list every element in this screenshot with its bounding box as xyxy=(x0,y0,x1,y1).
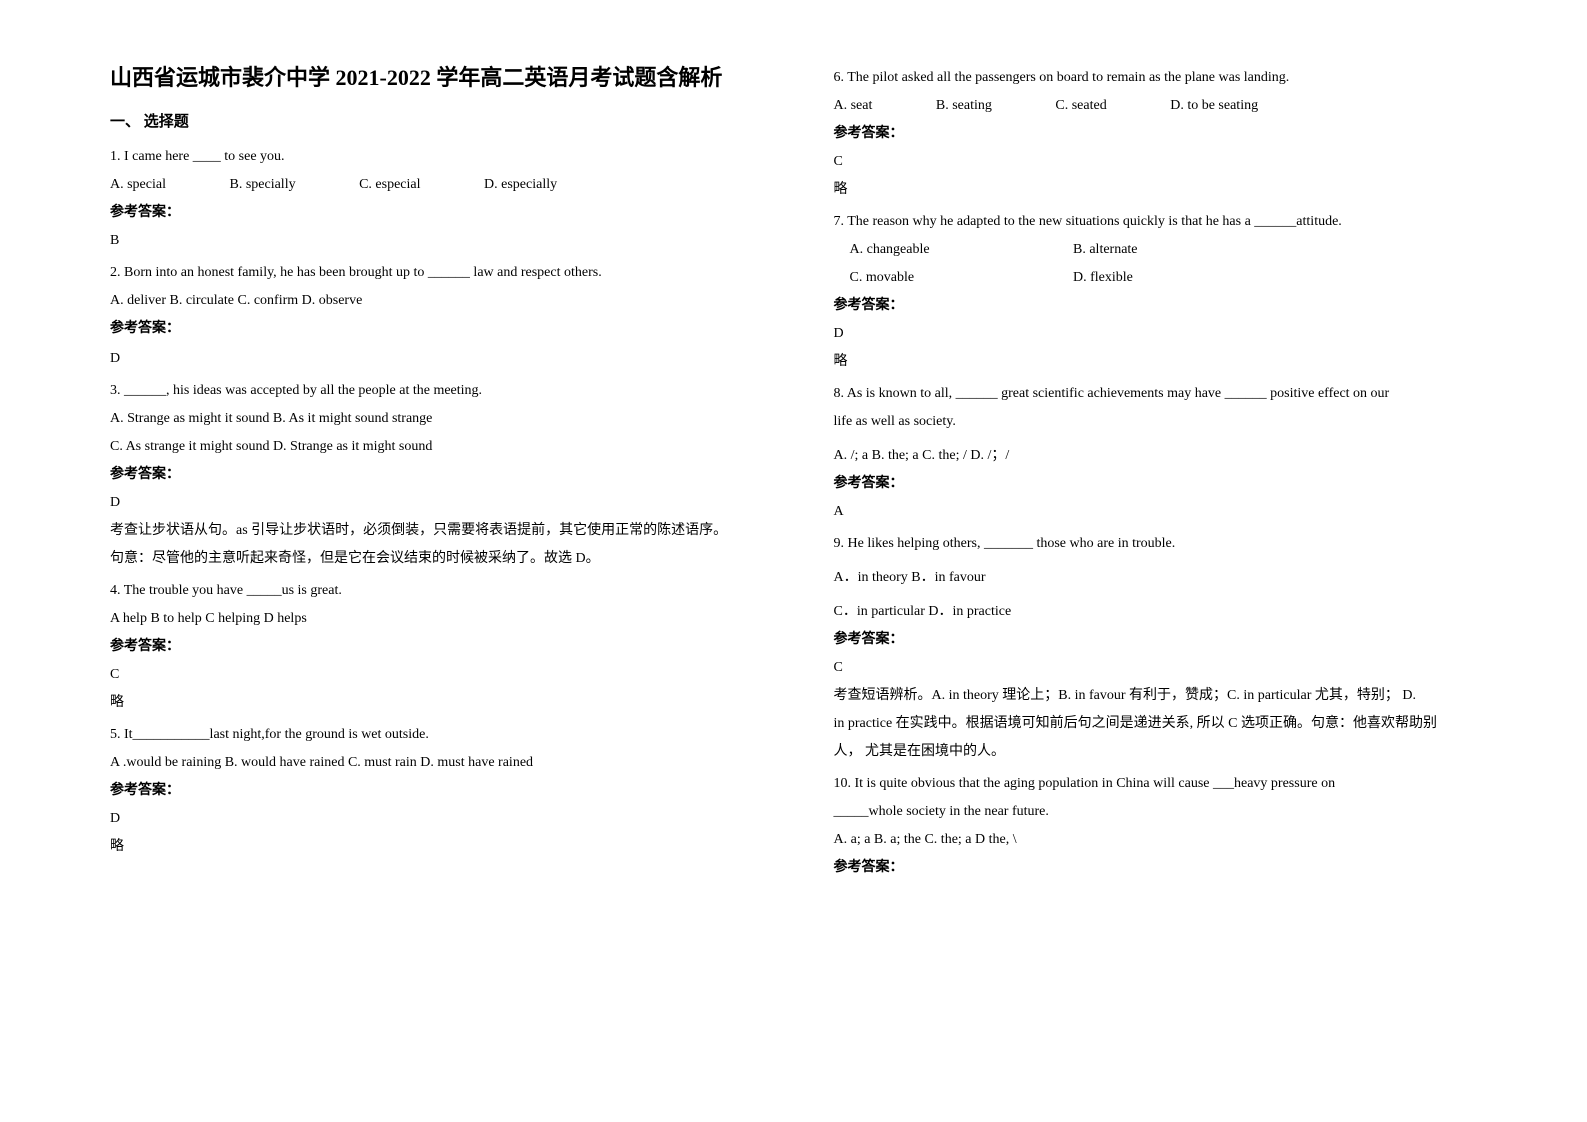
q5-stem: 5. It___________last night,for the groun… xyxy=(110,721,794,749)
q6-note: 略 xyxy=(834,176,1518,204)
q7-opts-row2: C. movable D. flexible xyxy=(834,264,1518,292)
q8-ans-label: 参考答案： xyxy=(834,470,1518,498)
q1-ans: B xyxy=(110,227,794,255)
q9-opts-2: C．in particular D．in practice xyxy=(834,598,1518,626)
question-4: 4. The trouble you have _____us is great… xyxy=(110,577,794,717)
q3-ans: D xyxy=(110,489,794,517)
q9-explain-1: 考查短语辨析。A. in theory 理论上；B. in favour 有利于… xyxy=(834,682,1518,710)
q6-options: A. seat B. seating C. seated D. to be se… xyxy=(834,92,1518,120)
q7-opt-b: B. alternate xyxy=(1073,236,1293,264)
q4-ans-label: 参考答案： xyxy=(110,633,794,661)
q9-explain-3: 人， 尤其是在困境中的人。 xyxy=(834,738,1518,766)
q6-ans: C xyxy=(834,148,1518,176)
q6-ans-label: 参考答案： xyxy=(834,120,1518,148)
q4-note: 略 xyxy=(110,689,794,717)
q9-opts-1: A．in theory B．in favour xyxy=(834,564,1518,592)
question-6: 6. The pilot asked all the passengers on… xyxy=(834,64,1518,204)
q8-stem-2: life as well as society. xyxy=(834,408,1518,436)
q2-ans: D xyxy=(110,345,794,373)
q2-stem: 2. Born into an honest family, he has be… xyxy=(110,259,794,287)
question-10: 10. It is quite obvious that the aging p… xyxy=(834,770,1518,882)
question-3: 3. ______, his ideas was accepted by all… xyxy=(110,377,794,573)
q3-explain-1: 考查让步状语从句。as 引导让步状语时，必须倒装，只需要将表语提前，其它使用正常… xyxy=(110,517,794,545)
q1-opt-a: A. special xyxy=(110,171,166,199)
q1-opt-d: D. especially xyxy=(484,171,557,199)
q7-stem: 7. The reason why he adapted to the new … xyxy=(834,208,1518,236)
q7-opts-row1: A. changeable B. alternate xyxy=(834,236,1518,264)
question-2: 2. Born into an honest family, he has be… xyxy=(110,259,794,373)
q4-options: A help B to help C helping D helps xyxy=(110,605,794,633)
q7-opt-c: C. movable xyxy=(850,264,1070,292)
q8-stem-1: 8. As is known to all, ______ great scie… xyxy=(834,380,1518,408)
q10-stem-1: 10. It is quite obvious that the aging p… xyxy=(834,770,1518,798)
doc-title: 山西省运城市裴介中学 2021-2022 学年高二英语月考试题含解析 xyxy=(110,60,794,95)
q5-ans-label: 参考答案： xyxy=(110,777,794,805)
question-7: 7. The reason why he adapted to the new … xyxy=(834,208,1518,376)
q1-opt-b: B. specially xyxy=(229,171,295,199)
question-9: 9. He likes helping others, _______ thos… xyxy=(834,530,1518,766)
q5-options: A .would be raining B. would have rained… xyxy=(110,749,794,777)
question-5: 5. It___________last night,for the groun… xyxy=(110,721,794,861)
q3-opts-row1: A. Strange as might it sound B. As it mi… xyxy=(110,405,794,433)
q8-options: A. /; a B. the; a C. the; / D. /；/ xyxy=(834,442,1518,470)
q4-ans: C xyxy=(110,661,794,689)
q6-opt-b: B. seating xyxy=(936,92,992,120)
q7-note: 略 xyxy=(834,348,1518,376)
q1-ans-label: 参考答案： xyxy=(110,199,794,227)
q6-stem: 6. The pilot asked all the passengers on… xyxy=(834,64,1518,92)
left-column: 山西省运城市裴介中学 2021-2022 学年高二英语月考试题含解析 一、 选择… xyxy=(90,60,814,1092)
q10-stem-2: _____whole society in the near future. xyxy=(834,798,1518,826)
q9-ans-label: 参考答案： xyxy=(834,626,1518,654)
q6-opt-d: D. to be seating xyxy=(1170,92,1258,120)
q2-options: A. deliver B. circulate C. confirm D. ob… xyxy=(110,287,794,315)
q6-opt-c: C. seated xyxy=(1055,92,1106,120)
q2-ans-label: 参考答案： xyxy=(110,315,794,343)
right-column: 6. The pilot asked all the passengers on… xyxy=(814,60,1538,1092)
q7-ans: D xyxy=(834,320,1518,348)
q9-ans: C xyxy=(834,654,1518,682)
q7-ans-label: 参考答案： xyxy=(834,292,1518,320)
q10-ans-label: 参考答案： xyxy=(834,854,1518,882)
q1-options: A. special B. specially C. especial D. e… xyxy=(110,171,794,199)
q9-stem: 9. He likes helping others, _______ thos… xyxy=(834,530,1518,558)
q9-explain-2: in practice 在实践中。根据语境可知前后句之间是递进关系, 所以 C … xyxy=(834,710,1518,738)
section-heading: 一、 选择题 xyxy=(110,107,794,137)
q3-explain-2: 句意：尽管他的主意听起来奇怪，但是它在会议结束的时候被采纳了。故选 D。 xyxy=(110,545,794,573)
q7-opt-a: A. changeable xyxy=(850,236,1070,264)
question-1: 1. I came here ____ to see you. A. speci… xyxy=(110,143,794,255)
q8-ans: A xyxy=(834,498,1518,526)
q3-ans-label: 参考答案： xyxy=(110,461,794,489)
q5-note: 略 xyxy=(110,833,794,861)
q6-opt-a: A. seat xyxy=(834,92,873,120)
q1-stem: 1. I came here ____ to see you. xyxy=(110,143,794,171)
q10-options: A. a; a B. a; the C. the; a D the, \ xyxy=(834,826,1518,854)
q5-ans: D xyxy=(110,805,794,833)
q7-opt-d: D. flexible xyxy=(1073,264,1293,292)
q3-opts-row2: C. As strange it might sound D. Strange … xyxy=(110,433,794,461)
q4-stem: 4. The trouble you have _____us is great… xyxy=(110,577,794,605)
q3-stem: 3. ______, his ideas was accepted by all… xyxy=(110,377,794,405)
q1-opt-c: C. especial xyxy=(359,171,420,199)
question-8: 8. As is known to all, ______ great scie… xyxy=(834,380,1518,526)
